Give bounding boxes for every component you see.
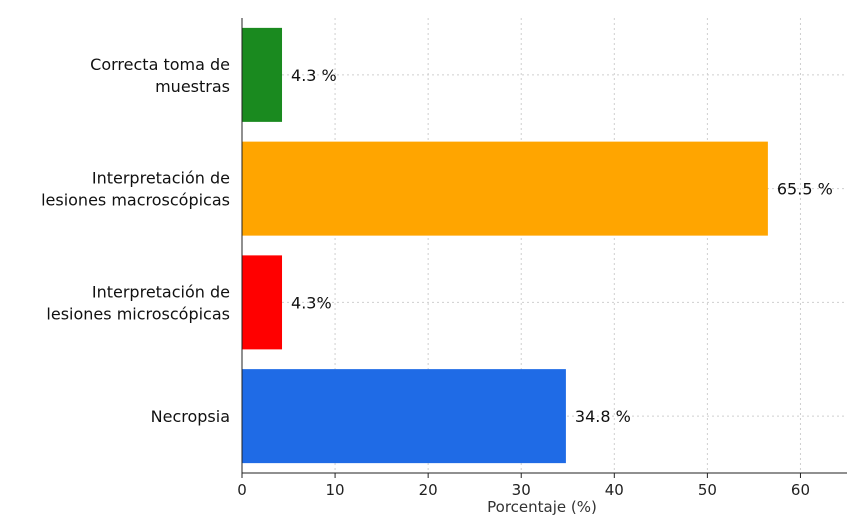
value-label-4: 34.8 % <box>575 407 631 426</box>
category-label-1: Correcta toma de muestras <box>90 55 230 96</box>
value-label-3: 4.3% <box>291 293 332 312</box>
value-label-1: 4.3 % <box>291 66 337 85</box>
category-label-line: muestras <box>155 77 230 96</box>
category-label-2: Interpretación de lesiones macroscópicas <box>41 169 230 210</box>
labels-group: 4.3 % Correcta toma de muestras 65.5 % Inter… <box>41 55 833 426</box>
x-tick-label-30: 30 <box>512 481 531 499</box>
bar-4 <box>242 369 566 464</box>
category-label-line: Necropsia <box>151 407 230 426</box>
category-label-line: Correcta toma de <box>90 55 230 74</box>
x-tick-label-10: 10 <box>326 481 345 499</box>
value-label-2: 65.5 % <box>777 180 833 199</box>
category-label-line: Interpretación de <box>92 282 230 301</box>
category-label-3: Interpretación de lesiones microscópicas <box>46 282 230 323</box>
category-label-line: lesiones microscópicas <box>46 304 230 323</box>
bar-3 <box>242 255 283 350</box>
x-tick-label-0: 0 <box>237 481 247 499</box>
bar-2 <box>242 141 768 236</box>
axes-group: 0 10 20 30 40 50 60 <box>237 18 847 499</box>
x-axis-title: Porcentaje (%) <box>487 498 597 516</box>
category-label-line: Interpretación de <box>92 169 230 188</box>
bar-1 <box>242 27 283 122</box>
x-tick-label-50: 50 <box>698 481 717 499</box>
x-tick-label-60: 60 <box>791 481 810 499</box>
category-label-line: lesiones macroscópicas <box>41 191 230 210</box>
category-label-4: Necropsia <box>151 407 230 426</box>
bars-group <box>242 27 768 464</box>
x-tick-label-40: 40 <box>605 481 624 499</box>
x-tick-label-20: 20 <box>419 481 438 499</box>
